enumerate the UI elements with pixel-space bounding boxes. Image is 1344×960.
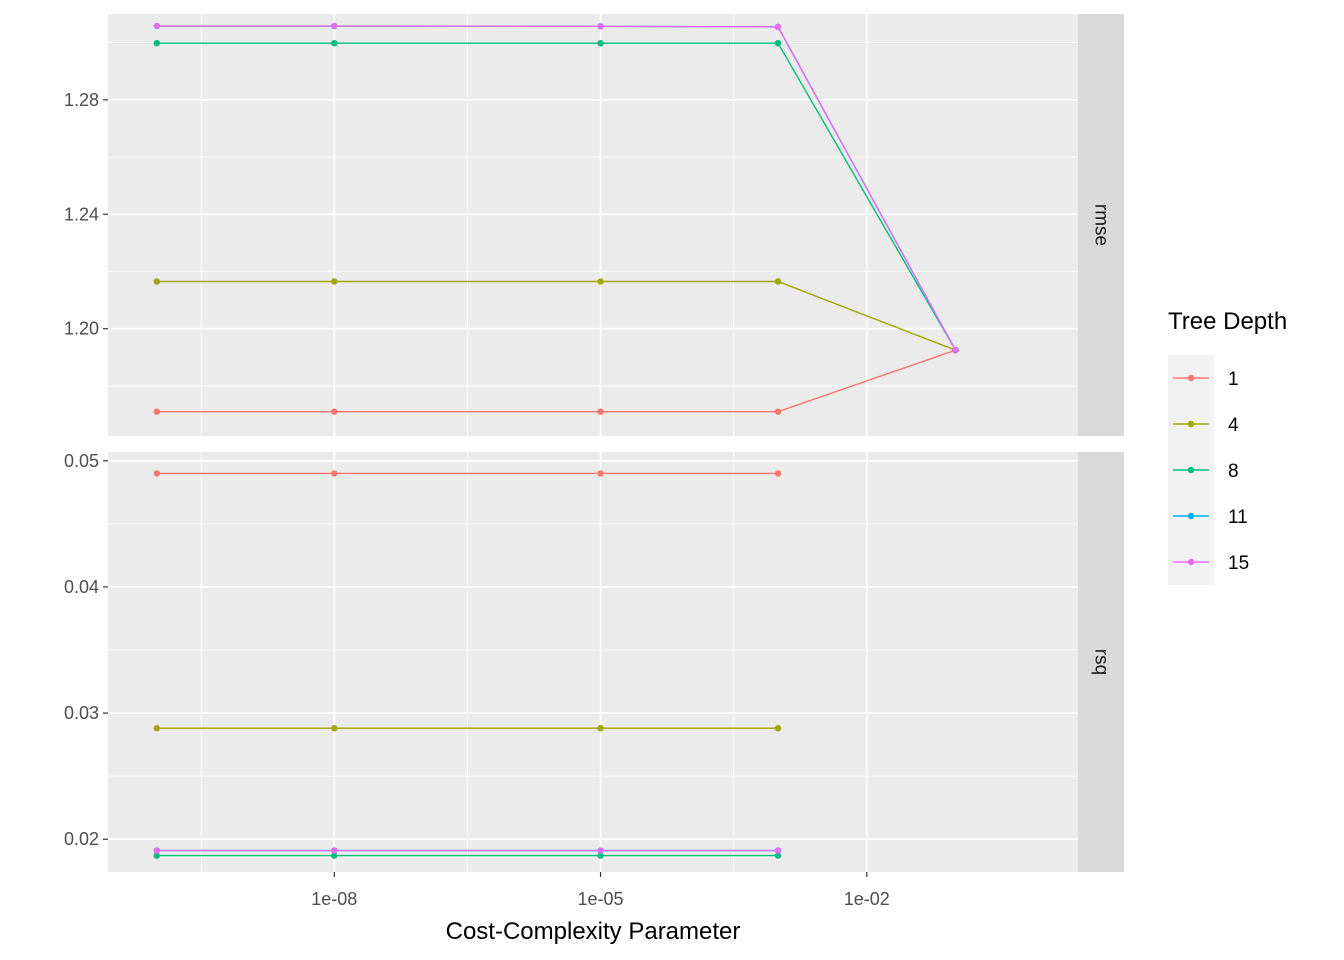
data-point — [153, 408, 161, 415]
data-point — [774, 278, 782, 285]
data-point — [774, 23, 782, 31]
data-point — [331, 22, 338, 30]
data-point — [774, 847, 782, 854]
panel-rsq: 0.02 0.03 0.04 0.05 rsq — [64, 451, 1124, 872]
data-point — [597, 847, 604, 854]
legend-key-point — [1187, 420, 1195, 428]
data-point — [153, 39, 161, 47]
y-tick-label: 0.03 — [64, 703, 99, 723]
data-point — [597, 23, 604, 30]
panel-rmse: 1.20 1.24 1.28 rmse — [64, 14, 1124, 436]
data-point — [774, 408, 782, 415]
series-8-rsq — [153, 852, 782, 859]
data-point — [597, 470, 604, 477]
legend: Tree Depth 1 4 8 11 15 — [1168, 308, 1287, 585]
legend-label: 4 — [1228, 415, 1239, 436]
data-point — [597, 852, 604, 859]
series-15-rmse — [153, 22, 959, 354]
facet-strip-label: rmse — [1091, 204, 1112, 246]
y-tick-label: 1.20 — [64, 319, 99, 339]
legend-title: Tree Depth — [1168, 308, 1287, 335]
data-point — [331, 847, 338, 854]
legend-label: 11 — [1228, 507, 1248, 528]
legend-label: 1 — [1228, 369, 1239, 390]
legend-entry-1: 1 — [1168, 355, 1239, 401]
panel-background — [108, 452, 1078, 872]
legend-key-point — [1187, 512, 1195, 520]
data-point — [153, 278, 161, 285]
series-8-rmse — [153, 39, 959, 354]
legend-key-point — [1187, 558, 1195, 566]
facet-strip — [1078, 14, 1124, 436]
series-15-rsq — [153, 847, 782, 854]
data-point — [952, 346, 959, 354]
legend-entry-11: 11 — [1168, 493, 1248, 539]
x-axis: 1e-08 1e-05 1e-02 — [311, 872, 890, 909]
legend-entry-4: 4 — [1168, 401, 1239, 447]
legend-key-point — [1187, 374, 1195, 382]
x-tick-label: 1e-08 — [311, 889, 357, 909]
y-tick-label: 0.02 — [64, 829, 99, 849]
facet-strip-label: rsq — [1091, 649, 1112, 675]
legend-label: 8 — [1228, 461, 1239, 482]
data-point — [153, 470, 161, 477]
data-point — [331, 725, 338, 732]
legend-entry-15: 15 — [1168, 539, 1249, 585]
y-tick-label: 1.28 — [64, 90, 99, 110]
legend-label: 15 — [1228, 553, 1249, 574]
facet-panels: 1.20 1.24 1.28 rmse 0.02 0.03 0.04 0.05 rsq — [64, 14, 1124, 872]
panel-background — [108, 14, 1078, 436]
x-tick-label: 1e-05 — [578, 889, 624, 909]
y-tick-label: 0.04 — [64, 577, 99, 597]
data-point — [153, 22, 161, 30]
data-point — [153, 725, 161, 732]
legend-entry-8: 8 — [1168, 447, 1239, 493]
data-point — [331, 408, 338, 415]
data-point — [153, 847, 161, 854]
x-axis-title: Cost-Complexity Parameter — [446, 918, 741, 945]
data-point — [331, 470, 338, 477]
data-point — [597, 408, 604, 415]
x-tick-label: 1e-02 — [844, 889, 890, 909]
facet-strip — [1078, 452, 1124, 872]
data-point — [153, 852, 161, 859]
legend-key-point — [1187, 466, 1195, 474]
data-point — [597, 278, 604, 285]
series-1-rsq — [153, 470, 782, 477]
series-4-rsq — [153, 725, 782, 732]
data-point — [774, 725, 782, 732]
data-point — [597, 39, 604, 47]
y-tick-label: 1.24 — [64, 204, 99, 224]
data-point — [774, 470, 782, 477]
y-tick-label: 0.05 — [64, 451, 99, 471]
data-point — [774, 39, 782, 47]
data-point — [331, 39, 338, 47]
data-point — [774, 852, 782, 859]
data-point — [331, 852, 338, 859]
data-point — [331, 278, 338, 285]
data-point — [597, 725, 604, 732]
